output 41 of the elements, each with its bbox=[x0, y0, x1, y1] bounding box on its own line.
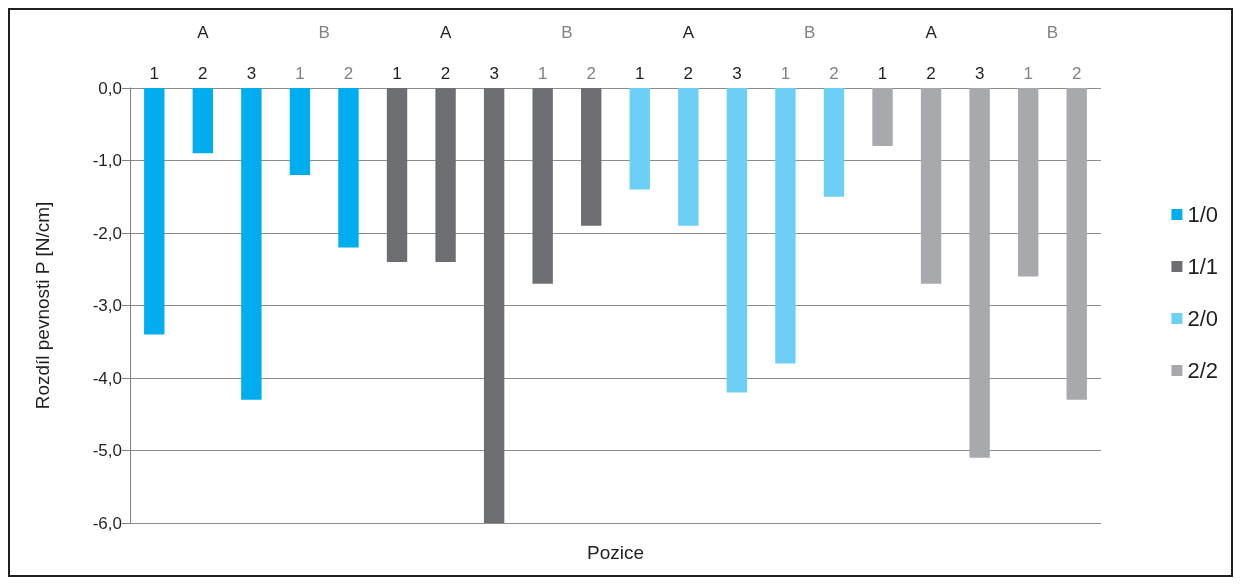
x-axis-title: Pozice bbox=[586, 541, 645, 563]
y-tick-label: -3,0 bbox=[92, 296, 122, 315]
legend-label: 2/2 bbox=[1187, 358, 1219, 383]
x-tick-label: 2 bbox=[829, 64, 839, 83]
text: A bbox=[439, 22, 452, 42]
x-tick-label: 3 bbox=[974, 64, 985, 83]
x-tick-label: 1 bbox=[1023, 64, 1033, 83]
y-tick-label: -6,0 bbox=[92, 513, 122, 533]
text: A bbox=[682, 22, 695, 42]
text: A bbox=[925, 22, 938, 42]
x-tick-label: 2 bbox=[440, 64, 451, 83]
x-tick-label: 3 bbox=[246, 64, 257, 83]
x-tick-label: 1 bbox=[635, 64, 645, 83]
legend-label: 2/0 bbox=[1187, 306, 1219, 331]
x-tick-label: 1 bbox=[877, 64, 888, 83]
x-tick-label: 1 bbox=[295, 64, 305, 83]
y-tick-label: -4,0 bbox=[92, 368, 122, 388]
x-tick-label: 2 bbox=[683, 64, 694, 83]
y-tick-label: -5,0 bbox=[92, 441, 122, 460]
legend-label: 1/0 bbox=[1187, 202, 1219, 227]
x-tick-label: 3 bbox=[489, 64, 499, 83]
text: B bbox=[804, 22, 816, 42]
x-tick-label: 2 bbox=[1071, 64, 1082, 83]
x-tick-label: 1 bbox=[149, 64, 160, 83]
legend-label: 1/1 bbox=[1187, 254, 1219, 279]
text: B bbox=[1046, 22, 1059, 42]
text: B bbox=[561, 22, 573, 42]
y-tick-label: -1,0 bbox=[92, 151, 122, 170]
x-tick-label: 2 bbox=[198, 64, 208, 83]
y-tick-label: 0,0 bbox=[98, 78, 122, 98]
x-tick-label: 2 bbox=[926, 64, 936, 83]
x-tick-label: 1 bbox=[537, 64, 548, 83]
text: B bbox=[318, 22, 330, 42]
text: A bbox=[197, 22, 210, 42]
x-tick-label: 2 bbox=[343, 64, 354, 83]
y-tick-label: -2,0 bbox=[92, 223, 122, 243]
x-tick-label: 1 bbox=[392, 64, 402, 83]
x-tick-label: 2 bbox=[586, 64, 596, 83]
y-axis-title: Rozdíl pevnosti P [N/cm] bbox=[32, 201, 53, 410]
x-tick-label: 1 bbox=[780, 64, 791, 83]
x-tick-label: 3 bbox=[732, 64, 742, 83]
